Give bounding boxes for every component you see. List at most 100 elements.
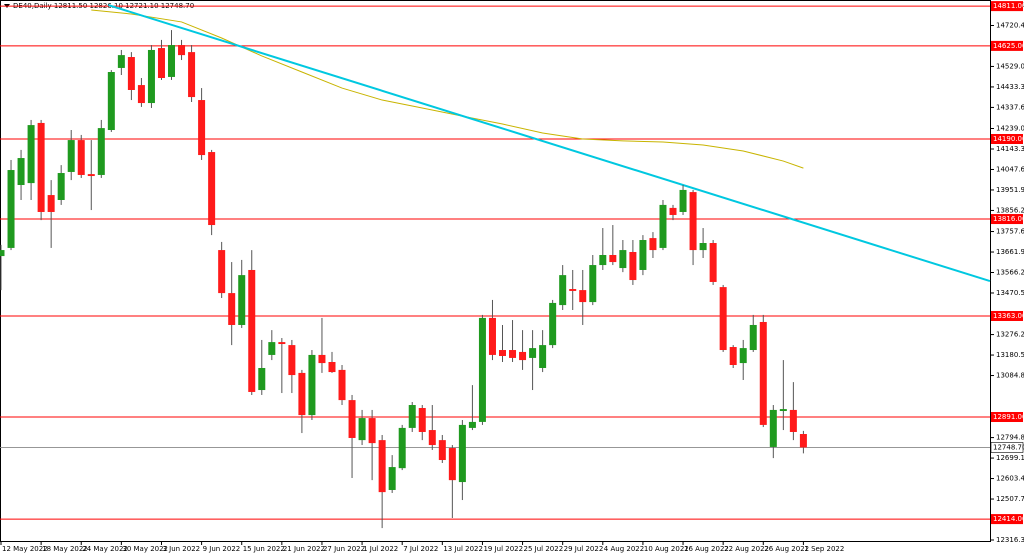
candle-body [729, 347, 737, 365]
candle-body [408, 405, 416, 428]
candle-body [168, 45, 176, 77]
candle-body [649, 238, 657, 251]
x-tick-label: 13 Jul 2022 [443, 545, 483, 553]
x-tick-label: 3 Jun 2022 [162, 545, 200, 553]
candle-body [488, 317, 496, 355]
candle-body [147, 49, 155, 104]
current-price-label: 12748.70 [993, 443, 1024, 451]
candle-body [198, 100, 206, 156]
candle-body [358, 418, 366, 441]
candle-body [499, 350, 506, 357]
candle-body [458, 424, 466, 483]
candle-body [589, 265, 597, 303]
candle-body [579, 290, 587, 303]
x-tick-label: 12 May 2022 [2, 545, 48, 553]
candle-body [328, 362, 336, 373]
y-tick-label: 12699.10 [996, 454, 1024, 462]
x-tick-label: 18 May 2022 [42, 545, 88, 553]
candle-body [619, 250, 627, 269]
candle-body [97, 128, 105, 175]
candle-body [779, 409, 787, 412]
candle-body [157, 48, 165, 79]
candle-body [238, 275, 246, 325]
current-price-box [990, 442, 1024, 453]
candle-body [37, 122, 45, 212]
candle-body [27, 125, 35, 184]
level-label: 14625.00 [993, 42, 1024, 50]
y-tick-label: 14433.30 [996, 83, 1024, 91]
candle-body [218, 250, 226, 294]
y-tick-label: 14047.60 [996, 165, 1024, 173]
candle-body [178, 45, 186, 56]
level-label-box [991, 1, 1023, 12]
candle-body [67, 140, 75, 172]
x-tick-label: 25 Jul 2022 [524, 545, 564, 553]
y-tick-label: 13566.20 [996, 269, 1024, 277]
level-label-box [991, 514, 1023, 525]
candle-body [268, 342, 276, 355]
candle-body [629, 251, 637, 281]
candle-body [107, 72, 115, 131]
level-label: 13363.00 [993, 312, 1024, 320]
candle-body [639, 240, 647, 270]
candle-body [278, 342, 286, 345]
candle-body [799, 434, 807, 448]
candle-body [388, 467, 396, 490]
x-tick-label: 21 Jun 2022 [283, 545, 325, 553]
candle-body [689, 192, 697, 251]
candle-body [448, 448, 456, 481]
candle-body [368, 418, 376, 444]
x-tick-label: 9 Jun 2022 [203, 545, 241, 553]
candle-body [599, 254, 607, 266]
candle-body [519, 351, 527, 361]
candle-body [438, 440, 446, 461]
candle-body [338, 369, 346, 401]
x-tick-label: 29 Jul 2022 [564, 545, 604, 553]
x-tick-label: 26 Aug 2022 [764, 545, 809, 553]
candle-body [609, 254, 617, 263]
candle-body [539, 345, 547, 368]
x-tick-label: 22 Aug 2022 [724, 545, 769, 553]
candle-body [569, 289, 577, 291]
x-tick-label: 16 Aug 2022 [684, 545, 729, 553]
candle-body [659, 204, 667, 248]
candle-body [679, 189, 687, 212]
level-label: 13816.00 [993, 215, 1024, 223]
candle-body [478, 317, 486, 422]
candle-body [288, 345, 296, 376]
candle-body [739, 348, 747, 364]
level-label-box [991, 310, 1023, 321]
x-tick-label: 4 Aug 2022 [604, 545, 644, 553]
candle-body [248, 269, 256, 392]
level-label: 12891.00 [993, 413, 1024, 421]
candle-body [418, 408, 426, 432]
candle-body [208, 152, 216, 226]
y-tick-label: 13470.50 [996, 289, 1024, 297]
candle-body [258, 367, 266, 391]
candle-body [188, 52, 196, 98]
y-tick-label: 14720.40 [996, 21, 1024, 29]
candle-body [769, 409, 777, 447]
candle-body [529, 348, 537, 358]
candle-body [87, 174, 95, 177]
candle-body [719, 287, 727, 351]
level-label: 12414.00 [993, 515, 1024, 523]
candle-body [298, 372, 306, 416]
candle-body [709, 243, 717, 282]
candle-body [348, 400, 356, 438]
y-tick-label: 14529.00 [996, 62, 1024, 70]
candle-body [509, 350, 517, 358]
candle-body [308, 354, 316, 416]
y-tick-label: 13951.90 [996, 186, 1024, 194]
candle-body [759, 321, 767, 425]
candle-body [749, 324, 757, 351]
x-tick-label: 1 Jul 2022 [363, 545, 398, 553]
level-label: 14811.00 [993, 2, 1024, 10]
candle-body [318, 354, 326, 364]
candle-body [47, 195, 55, 212]
candle-body [77, 140, 85, 175]
x-tick-label: 7 Jul 2022 [403, 545, 438, 553]
y-tick-label: 13276.20 [996, 331, 1024, 339]
